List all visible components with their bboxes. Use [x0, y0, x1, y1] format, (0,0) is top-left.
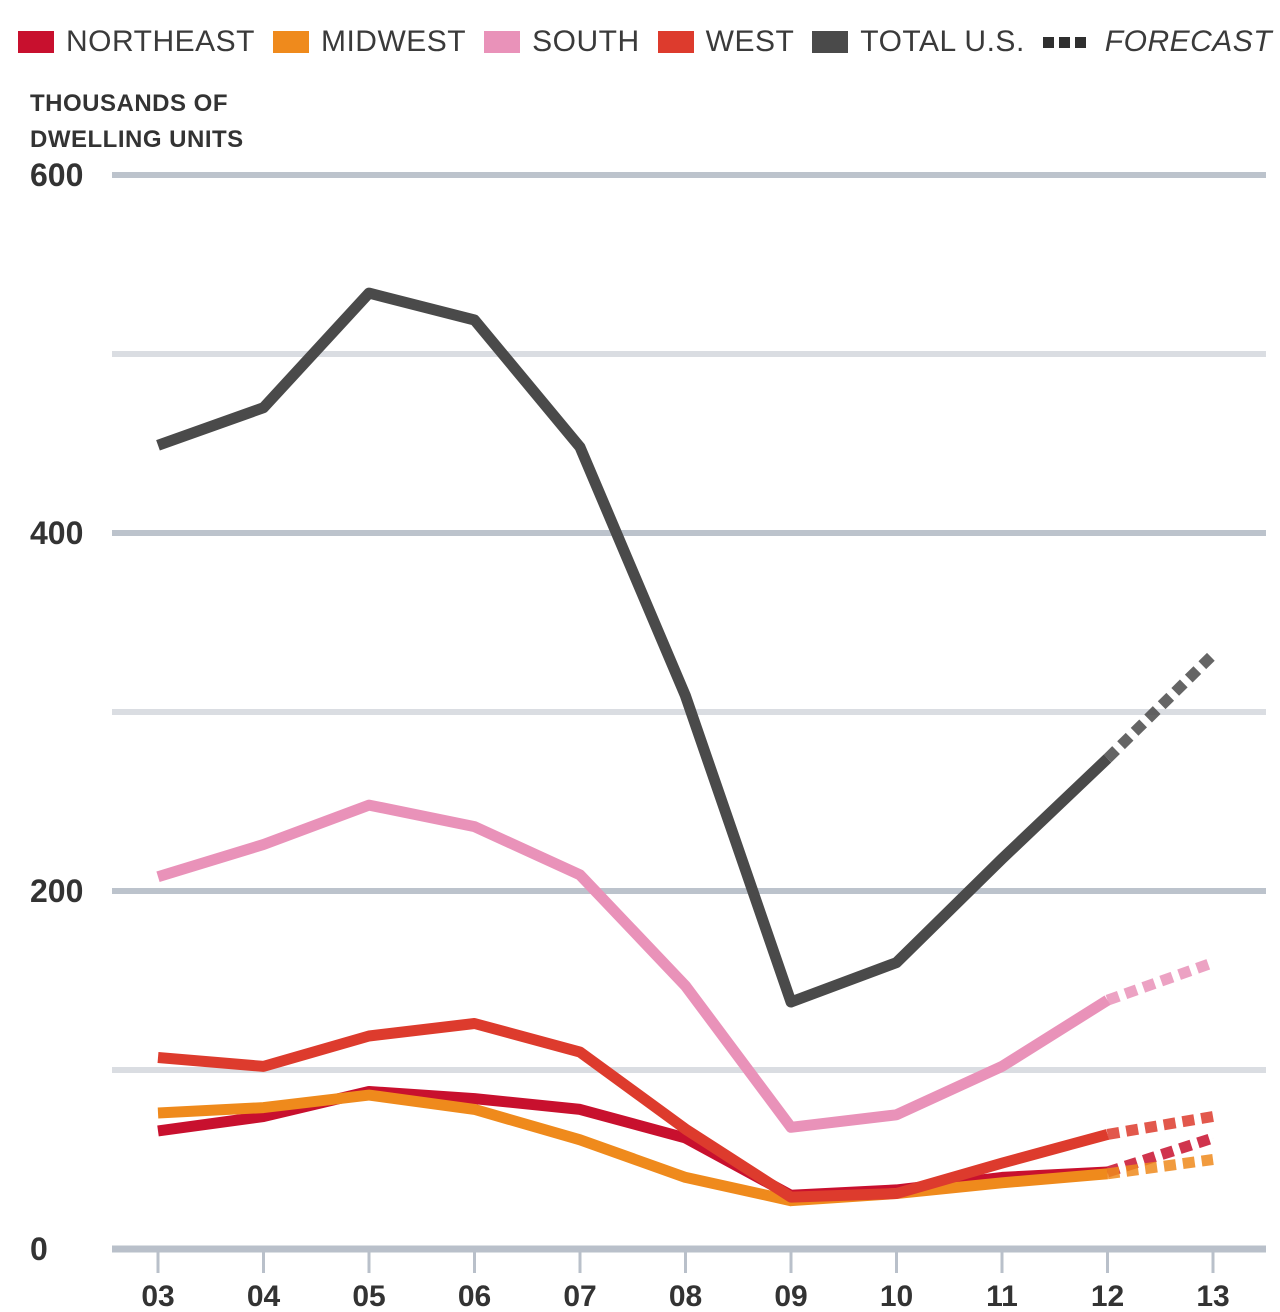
legend-item-west: WEST: [657, 25, 795, 59]
x-tick-label-03: 03: [141, 1280, 174, 1312]
legend-forecast-marker: [1042, 36, 1091, 48]
legend-label-west: WEST: [705, 25, 795, 58]
legend-swatch-total: [812, 31, 849, 53]
chart-legend: NORTHEAST MIDWEST SOUTH WEST TOTAL U.S. …: [18, 22, 1280, 62]
series-line-total-u-s: [156, 287, 1112, 1008]
series-forecast-northeast: [1105, 1132, 1215, 1178]
y-tick-label-200: 200: [30, 873, 83, 909]
series-line-south: [156, 799, 1111, 1133]
y-axis-label-line-1: THOUSANDS OF: [30, 90, 228, 117]
legend-label-forecast: FORECAST: [1104, 25, 1273, 58]
legend-label-south: SOUTH: [532, 25, 640, 58]
x-tick-label-08: 08: [669, 1280, 702, 1312]
x-tick-label-11: 11: [986, 1280, 1018, 1312]
legend-label-northeast: NORTHEAST: [66, 25, 255, 58]
legend-swatch-west: [657, 31, 694, 53]
x-tick-label-10: 10: [880, 1280, 913, 1312]
series-forecast-west: [1106, 1111, 1214, 1140]
legend-swatch-northeast: [18, 31, 54, 53]
legend-item-total: TOTAL U.S.: [812, 25, 1024, 59]
x-tick-label-09: 09: [774, 1280, 807, 1312]
y-tick-label-400: 400: [30, 515, 83, 551]
y-axis-label-line-2: DWELLING UNITS: [30, 126, 244, 153]
legend-item-south: SOUTH: [484, 25, 640, 59]
x-tick-label-05: 05: [352, 1280, 385, 1312]
legend-item-northeast: NORTHEAST: [18, 25, 255, 59]
x-tick-label-04: 04: [247, 1280, 281, 1312]
series-forecast-total-u-s: [1103, 650, 1217, 763]
legend-label-midwest: MIDWEST: [320, 25, 467, 58]
legend-swatch-south: [484, 31, 521, 53]
series-forecast-south: [1105, 957, 1215, 1006]
y-axis-label: THOUSANDS OF DWELLING UNITS: [30, 86, 330, 158]
x-tick-label-07: 07: [563, 1280, 596, 1312]
series-line-midwest: [157, 1089, 1108, 1207]
series-line-west: [157, 1018, 1109, 1203]
y-tick-label-600: 600: [30, 157, 83, 193]
x-tick-label-06: 06: [458, 1280, 491, 1312]
x-tick-label-13: 13: [1196, 1280, 1229, 1312]
y-tick-label-0: 0: [30, 1231, 48, 1267]
series-forecast-midwest: [1106, 1154, 1214, 1180]
legend-item-forecast: FORECAST: [1042, 25, 1273, 59]
legend-label-total: TOTAL U.S.: [860, 25, 1025, 58]
legend-swatch-midwest: [272, 31, 309, 53]
x-tick-label-12: 12: [1091, 1280, 1124, 1312]
legend-item-midwest: MIDWEST: [272, 25, 467, 59]
